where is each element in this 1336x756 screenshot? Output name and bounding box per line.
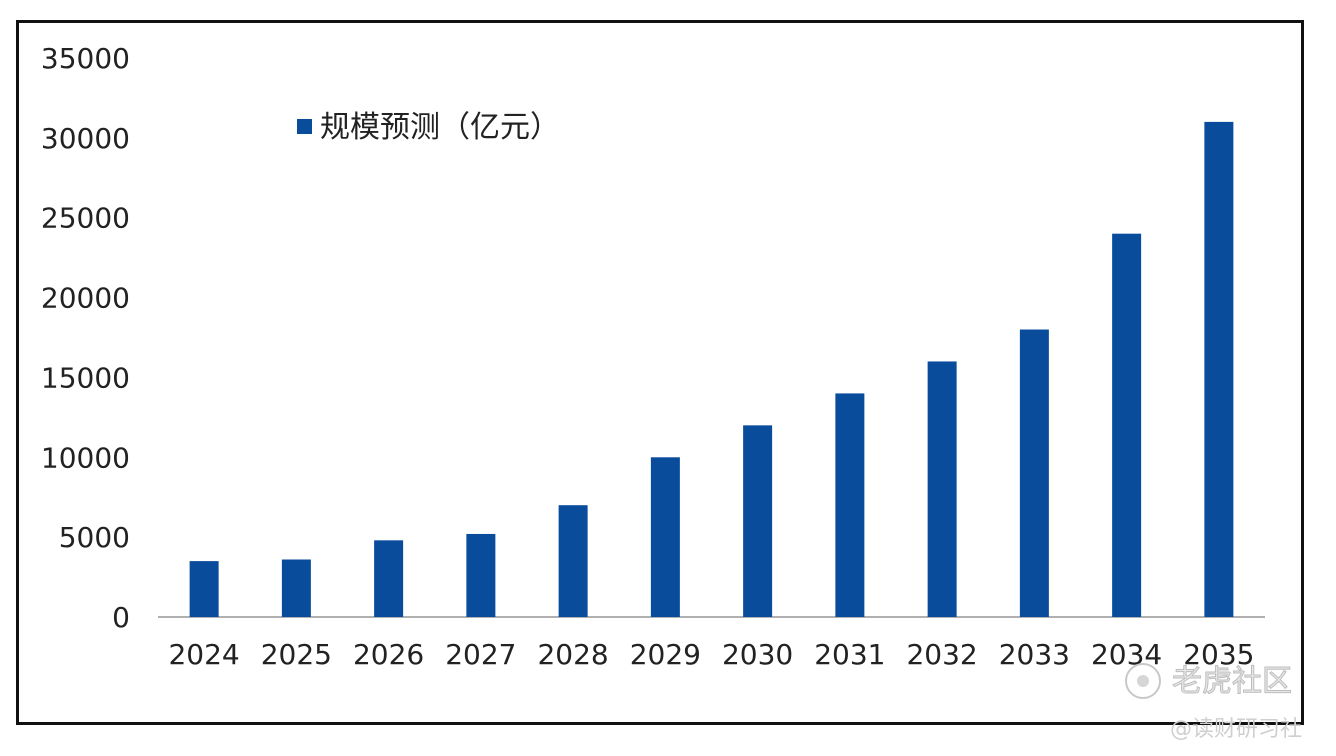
bar-2024 — [189, 561, 219, 617]
x-tick-label: 2029 — [630, 638, 701, 671]
legend-label: 规模预测（亿元） — [320, 110, 560, 145]
watermark-logo-dot — [1137, 675, 1149, 687]
watermark-sub-text: @读财研习社 — [1170, 717, 1302, 742]
x-axis-ticks: 2024 2025 2026 2027 2028 2029 2030 2031 2032 2033… — [168, 638, 1254, 671]
y-tick-label: 30000 — [41, 122, 130, 155]
bar-2026 — [374, 540, 404, 617]
x-tick-label: 2032 — [906, 638, 977, 671]
y-tick-label: 25000 — [41, 202, 130, 235]
legend-swatch — [297, 119, 312, 134]
bar-2025 — [281, 559, 311, 617]
bar-2031 — [835, 393, 865, 617]
bar-2029 — [650, 457, 680, 617]
bar-2033 — [1019, 329, 1049, 617]
x-tick-label: 2033 — [999, 638, 1070, 671]
bar-2035 — [1204, 121, 1234, 617]
x-tick-label: 2026 — [353, 638, 424, 671]
y-tick-label: 10000 — [41, 441, 130, 474]
bar-2028 — [558, 505, 588, 617]
bar-2034 — [1112, 233, 1142, 617]
watermark-main-text: 老虎社区 — [1172, 664, 1292, 699]
x-tick-label: 2024 — [168, 638, 239, 671]
bar-2032 — [927, 361, 957, 617]
watermark: 老虎社区 @读财研习社 — [1125, 663, 1302, 742]
watermark-logo-icon — [1125, 663, 1161, 699]
y-tick-label: 20000 — [41, 282, 130, 315]
bar-2027 — [466, 533, 496, 617]
x-tick-label: 2030 — [722, 638, 793, 671]
x-tick-label: 2028 — [537, 638, 608, 671]
y-axis-ticks: 0 5000 10000 15000 20000 25000 30000 35000 — [41, 42, 130, 634]
x-tick-label: 2031 — [814, 638, 885, 671]
y-tick-label: 35000 — [41, 42, 130, 75]
y-tick-label: 0 — [112, 601, 130, 634]
x-tick-label: 2027 — [445, 638, 516, 671]
x-tick-label: 2025 — [261, 638, 332, 671]
y-tick-label: 5000 — [59, 521, 130, 554]
bar-2030 — [743, 425, 773, 617]
bars — [189, 121, 1234, 617]
x-tick-label: 2035 — [1183, 638, 1254, 671]
legend: 规模预测（亿元） — [297, 110, 560, 145]
y-tick-label: 15000 — [41, 361, 130, 394]
